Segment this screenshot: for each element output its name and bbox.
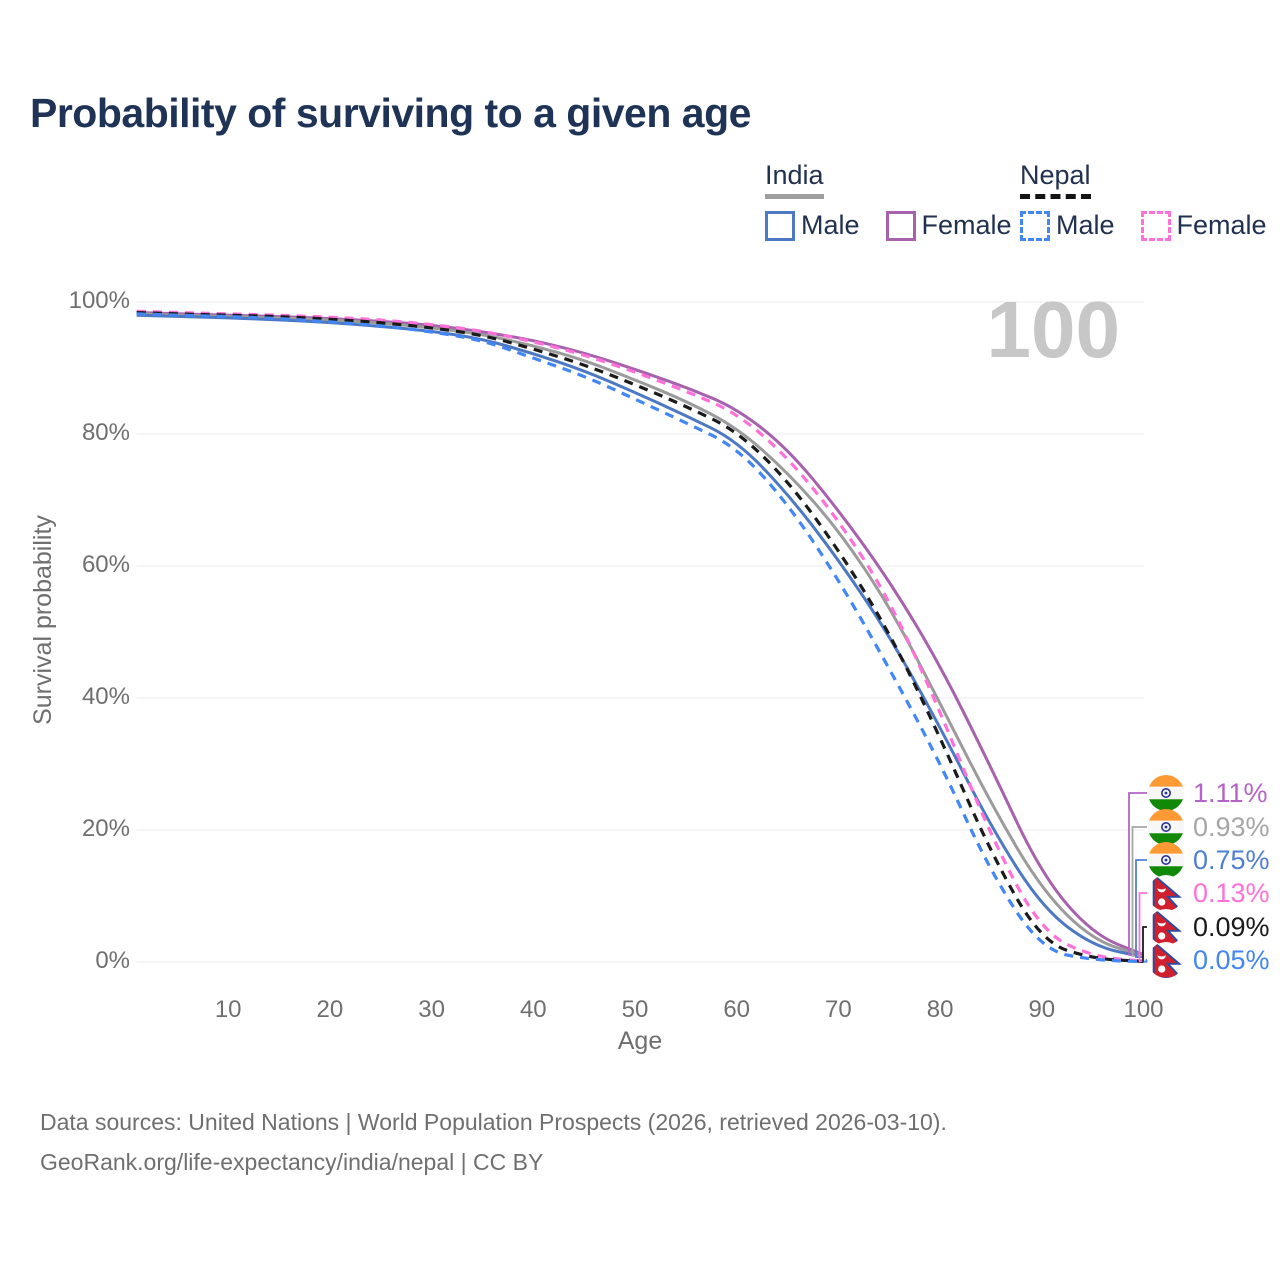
age-watermark: 100 [986, 285, 1120, 374]
legend-header-india: India [765, 160, 824, 199]
end-label-connector [1143, 959, 1148, 963]
legend-item-india-female[interactable]: Female [885, 210, 1012, 241]
legend-swatch-nepal-male-icon [1020, 210, 1050, 241]
nepal-flag-icon [1147, 908, 1185, 946]
legend-group-nepal: Nepal Male Female [1020, 160, 1267, 241]
end-label-connector [1135, 859, 1147, 958]
x-tick-label: 10 [214, 996, 242, 1023]
series-line-nepal-female[interactable] [136, 309, 1144, 963]
end-label-row: 0.13% [1147, 874, 1270, 912]
x-tick-label: 60 [723, 996, 751, 1023]
end-label-value: 0.05% [1193, 945, 1270, 975]
legend-header-nepal: Nepal [1020, 160, 1091, 199]
legend-item-india-male[interactable]: Male [765, 210, 860, 241]
y-axis-title: Survival probability [29, 515, 57, 725]
nepal-flag-icon [1147, 941, 1185, 979]
x-tick-label: 70 [825, 996, 852, 1023]
end-label-value: 0.93% [1193, 812, 1270, 842]
nepal-flag-icon [1147, 874, 1185, 912]
legend-swatch-nepal-female-icon [1140, 210, 1171, 241]
end-label-value: 0.13% [1193, 878, 1270, 908]
end-label-connector [1142, 926, 1147, 963]
series-line-nepal-male[interactable] [136, 312, 1144, 964]
x-tick-label: 90 [1028, 996, 1056, 1023]
india-flag-icon [1147, 774, 1185, 812]
series-line-india-male[interactable] [136, 313, 1144, 959]
legend-item-label: Female [921, 210, 1012, 240]
end-label-value: 1.11% [1193, 778, 1268, 808]
legend-item-nepal-female[interactable]: Female [1140, 210, 1267, 241]
series-line-india-both-sexes[interactable] [136, 312, 1144, 958]
x-tick-label: 30 [418, 996, 445, 1023]
x-tick-label: 50 [621, 996, 649, 1023]
end-label-connector [1131, 826, 1147, 957]
end-label-value: 0.09% [1193, 912, 1270, 942]
footer-sources-line: Data sources: United Nations | World Pop… [40, 1109, 947, 1135]
legend-group-india: India Male Female [765, 160, 1012, 241]
legend-item-label: Male [1056, 210, 1115, 240]
y-tick-label: 80% [81, 419, 130, 446]
y-tick-label: 40% [81, 683, 130, 710]
end-label-connector [1138, 892, 1147, 963]
legend-swatch-india-female-icon [885, 210, 916, 241]
y-tick-label: 100% [68, 287, 130, 314]
legend-item-label: Female [1176, 210, 1267, 240]
end-label-row: 1.11% [1147, 774, 1268, 812]
legend-swatch-india-male-icon [765, 210, 795, 241]
india-flag-icon [1147, 841, 1185, 879]
x-tick-label: 80 [926, 996, 954, 1023]
y-tick-label: 20% [81, 815, 130, 842]
x-tick-label: 100 [1123, 996, 1164, 1023]
end-label-row: 0.09% [1147, 908, 1270, 946]
y-tick-label: 60% [81, 551, 130, 578]
end-label-row: 0.93% [1147, 808, 1270, 846]
end-label-value: 0.75% [1193, 845, 1270, 875]
legend-item-nepal-male[interactable]: Male [1020, 210, 1115, 241]
x-tick-label: 20 [316, 996, 344, 1023]
page-title: Probability of surviving to a given age [30, 90, 751, 136]
end-label-row: 0.75% [1147, 841, 1270, 879]
x-tick-label: 40 [519, 996, 547, 1023]
india-flag-icon [1147, 808, 1185, 846]
footer-attribution-line: GeoRank.org/life-expectancy/india/nepal … [40, 1149, 544, 1175]
series-line-india-female[interactable] [136, 311, 1145, 957]
legend-item-label: Male [801, 210, 860, 240]
footer: Data sources: United Nations | World Pop… [40, 1102, 947, 1182]
series-line-nepal-both-sexes[interactable] [136, 310, 1144, 964]
x-axis-title: Age [617, 1027, 663, 1055]
end-label-row: 0.05% [1147, 941, 1270, 979]
y-tick-label: 0% [95, 947, 130, 974]
